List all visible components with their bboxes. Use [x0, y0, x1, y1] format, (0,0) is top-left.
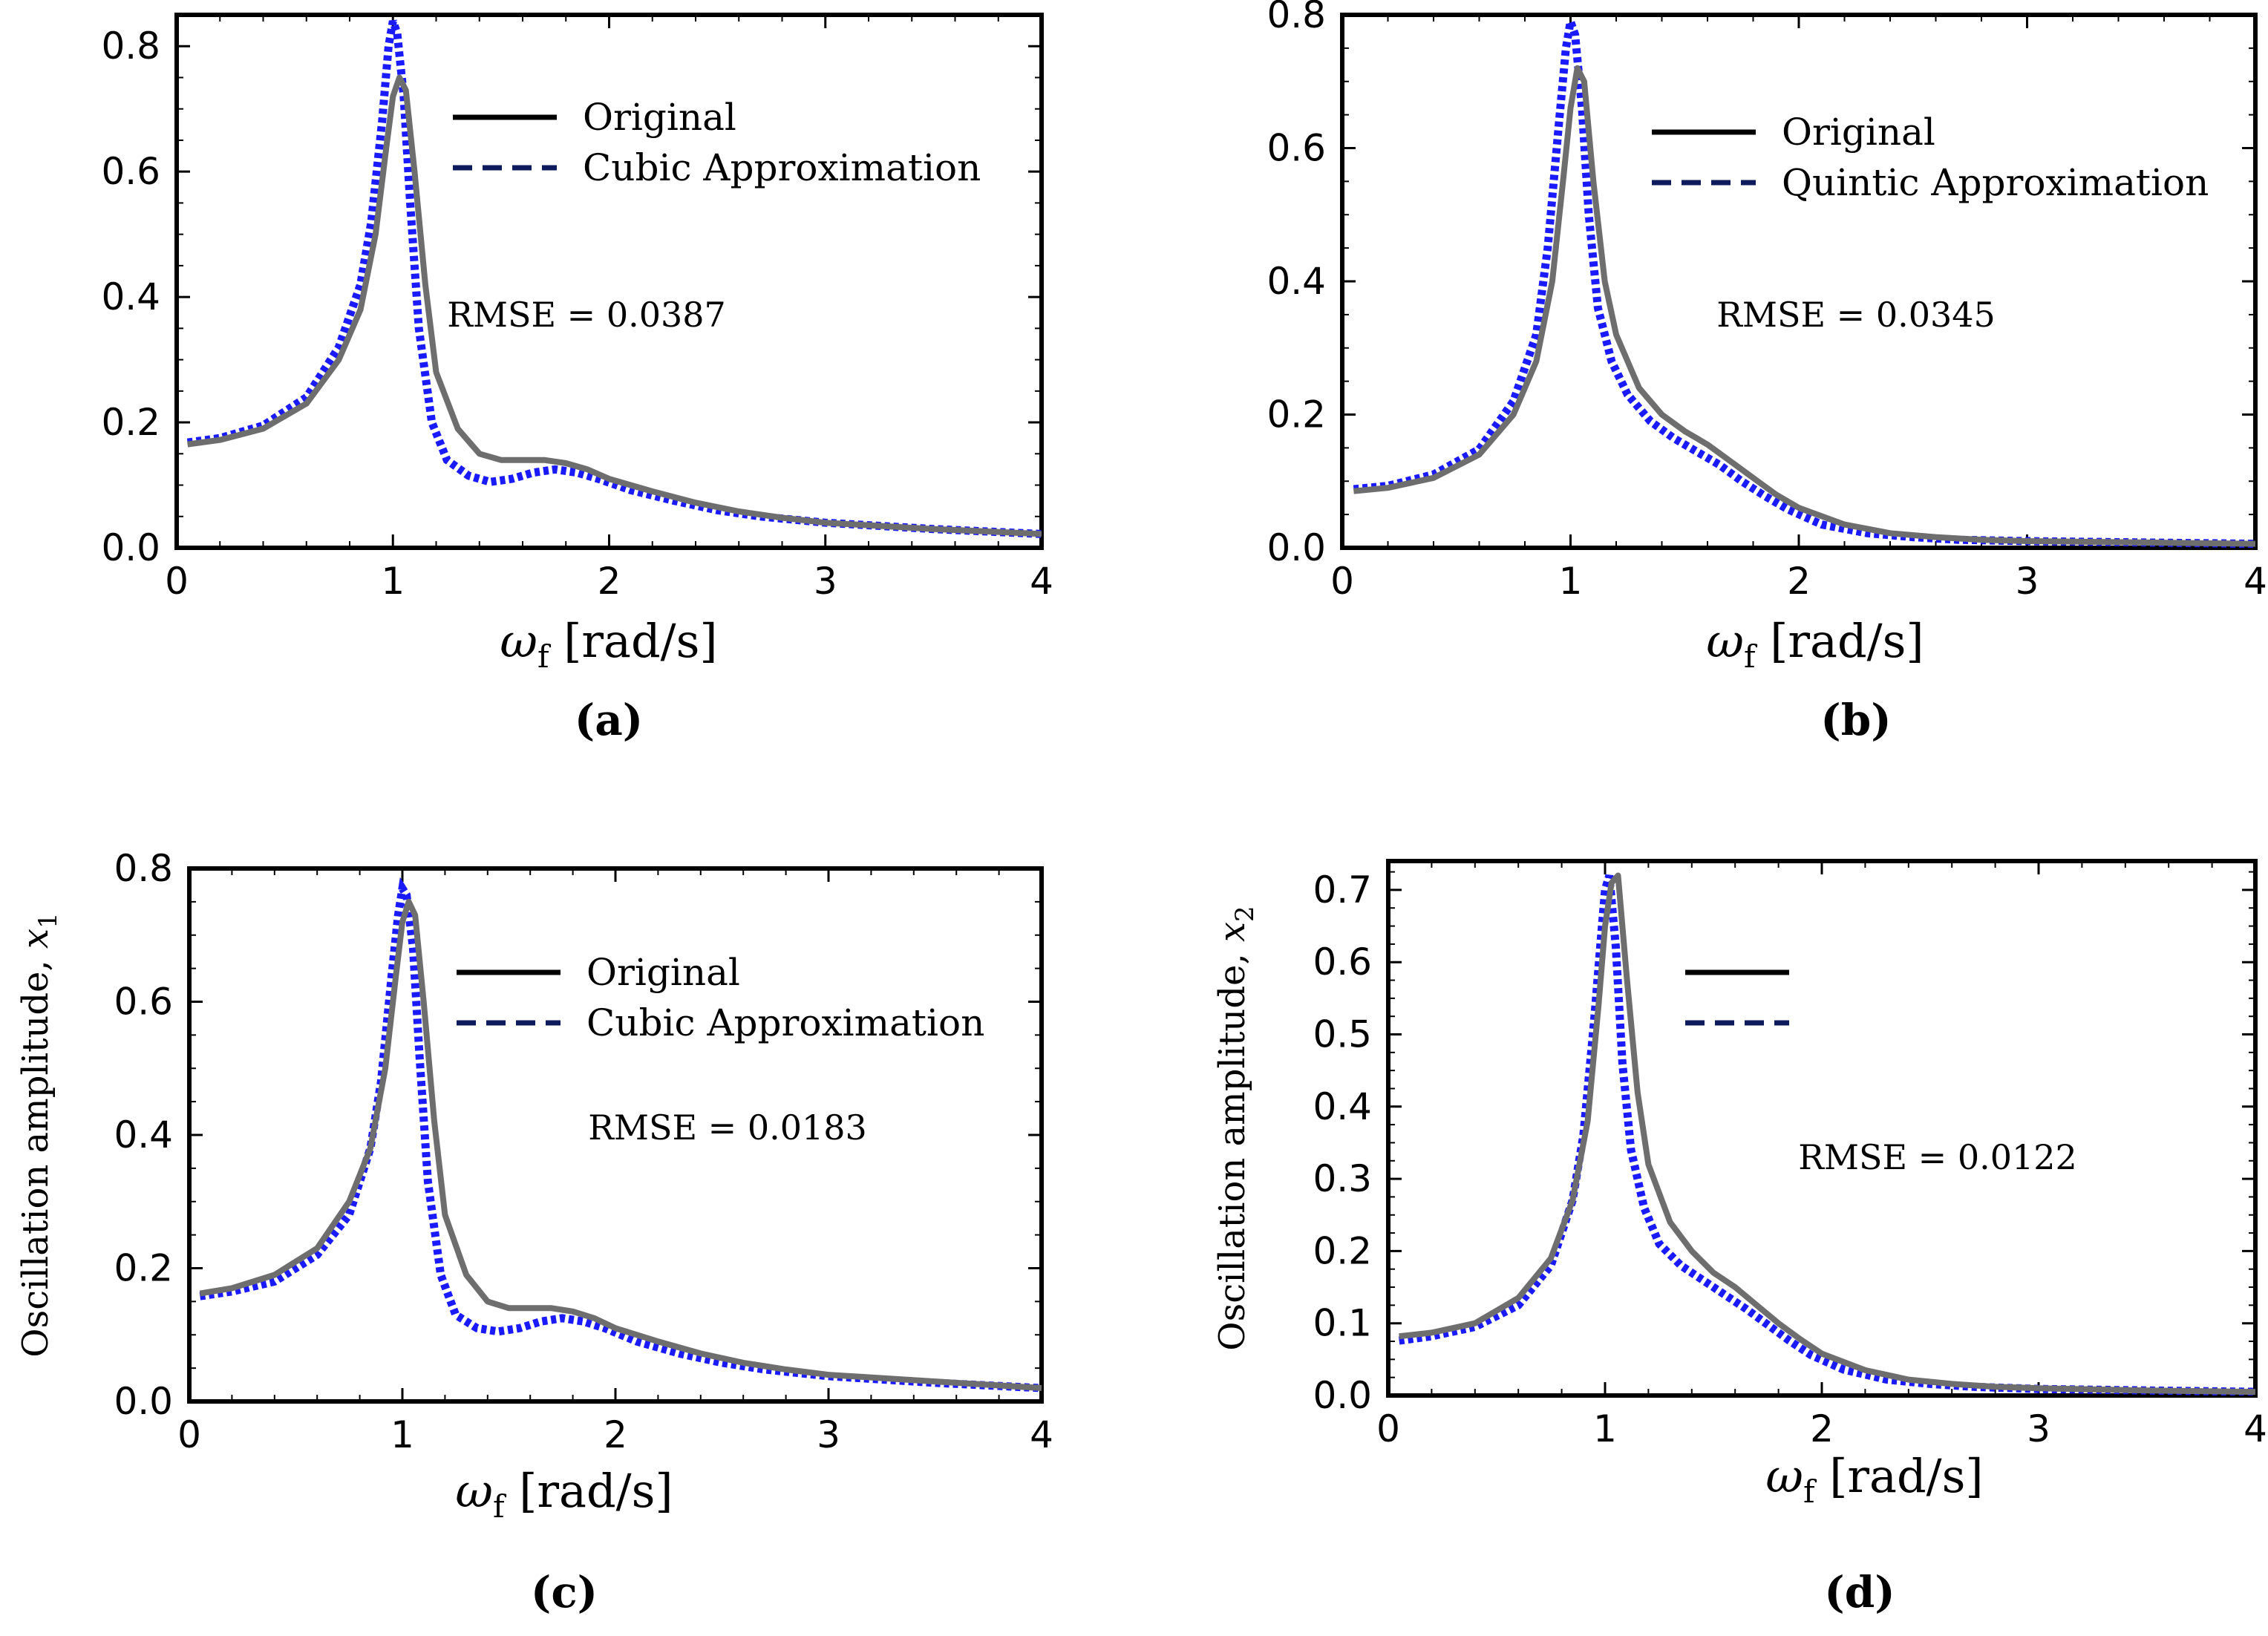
- plot-frame: [1386, 859, 2258, 1398]
- y-tick-label: 0.2: [101, 401, 160, 444]
- y-tick-label: 0.6: [1313, 940, 1372, 984]
- rmse-annotation: RMSE = 0.0345: [1716, 295, 1996, 335]
- y-tick-label: 0.0: [1267, 526, 1326, 569]
- x-axis-label: ωf [rad/s]: [455, 1464, 673, 1525]
- y-tick-label: 0.7: [1313, 868, 1372, 912]
- x-tick-label: 3: [2027, 1407, 2050, 1450]
- y-tick-label: 0.4: [1313, 1085, 1372, 1128]
- y-tick-label: 0.4: [101, 275, 160, 318]
- rmse-annotation: RMSE = 0.0183: [588, 1107, 867, 1148]
- x-tick-label: 4: [1030, 1413, 1053, 1456]
- y-tick-label: 0.3: [1313, 1157, 1372, 1200]
- y-axis-label: Oscillation amplitude, x1: [15, 912, 63, 1357]
- y-tick-label: 0.8: [114, 847, 173, 890]
- chart-panel-c: 0 1 2 3 4 0.0 0.2 0.4 0.6 0.8 Original Cubic Approx…: [15, 847, 1053, 1617]
- x-tick-label: 2: [598, 560, 621, 603]
- legend-label: Cubic Approximation: [586, 1001, 984, 1044]
- panel-label: (a): [575, 695, 643, 745]
- rmse-annotation: RMSE = 0.0122: [1798, 1137, 2077, 1177]
- x-tick-label: 1: [381, 560, 405, 603]
- y-tick-label: 0.6: [101, 150, 160, 193]
- legend-label: Quintic Approximation: [1782, 161, 2209, 204]
- y-tick-label: 0.6: [1267, 127, 1326, 170]
- y-tick-label: 0.5: [1313, 1013, 1372, 1056]
- x-tick-label: 2: [1810, 1407, 1834, 1450]
- x-tick-label: 3: [2016, 560, 2039, 603]
- series-original-line: [1399, 872, 2255, 1395]
- x-axis-label: ωf [rad/s]: [1706, 614, 1924, 675]
- y-tick-label: 0.8: [1267, 0, 1326, 36]
- y-tick-label: 0.2: [114, 1247, 173, 1290]
- y-tick-label: 0.2: [1313, 1229, 1372, 1272]
- x-tick-label: 0: [1330, 560, 1354, 603]
- panel-label: (c): [531, 1567, 598, 1617]
- x-tick-label: 0: [165, 560, 189, 603]
- series-original-line: [187, 74, 1042, 537]
- series-original-line: [199, 898, 1042, 1391]
- x-tick-label: 4: [2244, 560, 2267, 603]
- y-tick-label: 0.4: [114, 1113, 173, 1156]
- x-tick-label: 2: [1787, 560, 1811, 603]
- series-approximation-line: [186, 19, 1042, 538]
- y-axis-label: Oscillation amplitude, x2: [1212, 906, 1260, 1350]
- y-tick-label: 0.0: [114, 1380, 173, 1423]
- legend-label: Original: [583, 96, 736, 139]
- x-tick-label: 1: [390, 1413, 414, 1456]
- x-tick-label: 3: [814, 560, 837, 603]
- y-tick-label: 0.6: [114, 981, 173, 1024]
- plot-frame: [1340, 13, 2258, 550]
- y-tick-label: 0.1: [1313, 1302, 1372, 1345]
- x-tick-label: 4: [2244, 1407, 2267, 1450]
- y-tick-label: 0.4: [1267, 260, 1326, 303]
- y-tick-label: 0.0: [101, 526, 160, 569]
- series-approximation-line: [1398, 874, 2255, 1395]
- x-axis-label: ωf [rad/s]: [1765, 1449, 1983, 1510]
- legend-label: Original: [586, 951, 740, 994]
- x-tick-label: 1: [1593, 1407, 1617, 1450]
- panel-label: (d): [1824, 1567, 1895, 1617]
- chart-panel-a: 0 1 2 3 4 0.0 0.2 0.4 0.6 0.8 Original Cubic Approx…: [101, 13, 1053, 745]
- x-tick-label: 0: [177, 1413, 201, 1456]
- legend-label: Original: [1782, 111, 1935, 154]
- chart-panel-b: 0 1 2 3 4 0.0 0.2 0.4 0.6 0.8 Original Quintic Appr…: [1267, 0, 2267, 745]
- panel-label: (b): [1820, 695, 1891, 745]
- x-tick-label: 1: [1559, 560, 1583, 603]
- series-original-line: [1353, 65, 2255, 547]
- y-tick-label: 0.0: [1313, 1374, 1372, 1417]
- series-approximation-line: [1353, 20, 2255, 548]
- y-tick-label: 0.8: [101, 24, 160, 68]
- chart-panel-d: 0 1 2 3 4 0.0 0.1 0.2 0.3 0.4 0.5 0.6 0.7 RMSE = 0.01…: [1212, 859, 2267, 1617]
- x-tick-label: 2: [604, 1413, 627, 1456]
- x-tick-label: 0: [1376, 1407, 1400, 1450]
- y-tick-label: 0.2: [1267, 393, 1326, 436]
- rmse-annotation: RMSE = 0.0387: [447, 295, 726, 335]
- plot-frame: [174, 13, 1044, 550]
- legend-label: Cubic Approximation: [583, 146, 981, 189]
- x-tick-label: 3: [817, 1413, 840, 1456]
- x-tick-label: 4: [1030, 560, 1053, 603]
- x-axis-label: ωf [rad/s]: [500, 614, 717, 675]
